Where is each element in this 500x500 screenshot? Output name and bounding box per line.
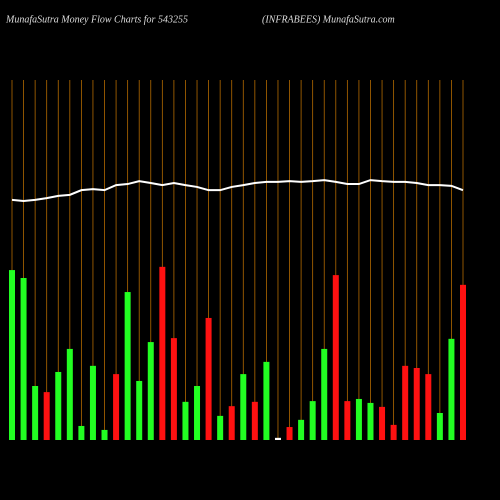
bar xyxy=(240,374,247,440)
bar xyxy=(101,429,108,440)
bar xyxy=(344,401,351,440)
bar xyxy=(436,413,443,440)
bar xyxy=(124,292,131,440)
bar xyxy=(390,424,397,440)
bar xyxy=(355,398,362,440)
bar xyxy=(321,348,328,440)
chart-title: MunafaSutra Money Flow Charts for 543255 xyxy=(5,14,188,25)
bar xyxy=(217,415,224,440)
money-flow-line xyxy=(11,179,464,202)
bar xyxy=(251,401,258,440)
bar xyxy=(263,361,270,440)
bar xyxy=(182,401,189,440)
bar xyxy=(402,365,409,440)
bar xyxy=(425,374,432,440)
bar xyxy=(367,402,374,440)
bar xyxy=(9,270,15,440)
bar xyxy=(113,374,120,440)
bar xyxy=(194,386,201,440)
bar xyxy=(89,365,96,440)
bar xyxy=(379,406,386,440)
bar xyxy=(20,278,27,440)
bar xyxy=(43,392,50,440)
bar xyxy=(66,348,73,440)
bar xyxy=(32,386,39,440)
bar xyxy=(136,380,143,440)
bar xyxy=(205,317,212,440)
bar xyxy=(448,338,455,440)
bar xyxy=(298,419,305,440)
bar xyxy=(170,338,177,440)
bar xyxy=(286,427,293,440)
bar xyxy=(309,401,316,440)
bar xyxy=(147,342,154,440)
bar xyxy=(274,437,281,440)
bar xyxy=(78,425,85,440)
bar xyxy=(55,371,62,440)
chart-subtitle: (INFRABEES) MunafaSutra.com xyxy=(262,14,395,25)
bar xyxy=(332,275,339,440)
bar xyxy=(460,284,466,440)
bar xyxy=(228,406,235,440)
bar xyxy=(413,368,420,440)
bar xyxy=(159,266,166,440)
